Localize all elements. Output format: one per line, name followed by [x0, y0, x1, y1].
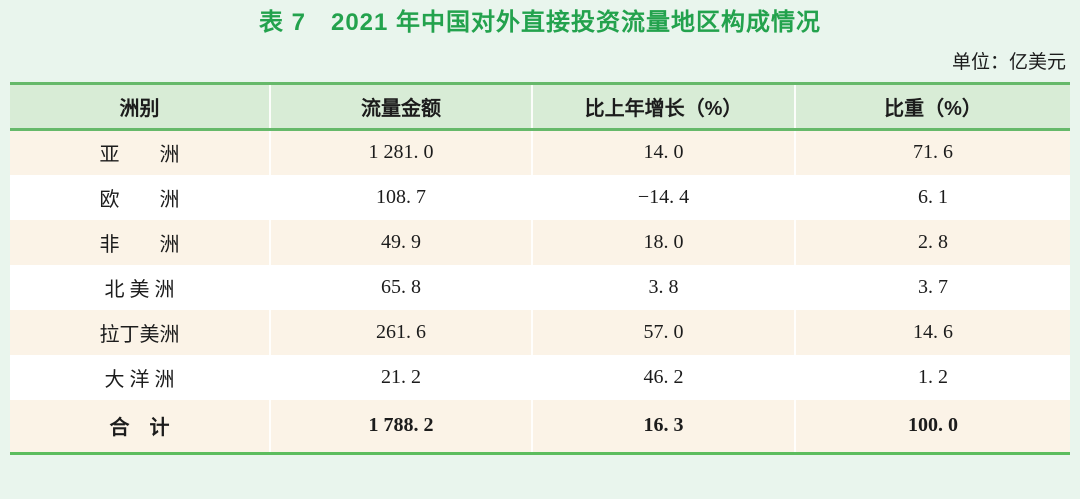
- header-row: 洲别 流量金额 比上年增长（%） 比重（%）: [10, 83, 1070, 131]
- table-row-total: 合 计 1 788. 2 16. 3 100. 0: [10, 399, 1070, 454]
- column-header-share: 比重（%）: [794, 83, 1070, 131]
- table-row-europe: 欧 洲 108. 7 −14. 4 6. 1: [10, 174, 1070, 220]
- page-title: 表 7 2021 年中国对外直接投资流量地区构成情况: [258, 9, 822, 36]
- growth-cell: 14. 0: [531, 129, 795, 175]
- share-cell: 6. 1: [794, 174, 1070, 220]
- table-row-oceania: 大 洋 洲 21. 2 46. 2 1. 2: [10, 354, 1070, 400]
- fdi-region-table: 洲别 流量金额 比上年增长（%） 比重（%） 亚 洲 1 281. 0 14. …: [10, 82, 1070, 455]
- continent-name: 北 美 洲: [104, 278, 175, 301]
- amount-cell: 261. 6: [269, 309, 532, 355]
- growth-cell: 3. 8: [531, 264, 795, 310]
- amount-cell: 21. 2: [269, 354, 532, 400]
- growth-cell: 46. 2: [531, 354, 795, 400]
- continent-name: 大 洋 洲: [104, 368, 175, 391]
- amount-cell: 1 281. 0: [269, 129, 532, 175]
- column-header-yoy-growth: 比上年增长（%）: [531, 83, 795, 131]
- continent-name: 非 洲: [99, 233, 180, 256]
- table-row-africa: 非 洲 49. 9 18. 0 2. 8: [10, 219, 1070, 265]
- total-share-cell: 100. 0: [794, 399, 1070, 454]
- table-row-asia: 亚 洲 1 281. 0 14. 0 71. 6: [10, 129, 1070, 175]
- table-row-latin-america: 拉丁美洲 261. 6 57. 0 14. 6: [10, 309, 1070, 355]
- amount-cell: 108. 7: [269, 174, 532, 220]
- share-cell: 1. 2: [794, 354, 1070, 400]
- growth-cell: 18. 0: [531, 219, 795, 265]
- growth-cell: −14. 4: [531, 174, 795, 220]
- amount-cell: 49. 9: [269, 219, 532, 265]
- unit-note: 单位：亿美元: [951, 52, 1066, 73]
- total-amount-cell: 1 788. 2: [269, 399, 532, 454]
- continent-name: 欧 洲: [99, 188, 180, 211]
- share-cell: 71. 6: [794, 129, 1070, 175]
- column-header-flow-amount: 流量金额: [269, 83, 532, 131]
- growth-cell: 57. 0: [531, 309, 795, 355]
- total-growth-cell: 16. 3: [531, 399, 795, 454]
- total-label: 合 计: [10, 399, 270, 454]
- amount-cell: 65. 8: [269, 264, 532, 310]
- column-header-continent: 洲别: [10, 83, 270, 131]
- table-row-north-america: 北 美 洲 65. 8 3. 8 3. 7: [10, 264, 1070, 310]
- share-cell: 2. 8: [794, 219, 1070, 265]
- share-cell: 3. 7: [794, 264, 1070, 310]
- share-cell: 14. 6: [794, 309, 1070, 355]
- continent-name: 亚 洲: [99, 144, 180, 167]
- continent-name: 拉丁美洲: [99, 323, 180, 346]
